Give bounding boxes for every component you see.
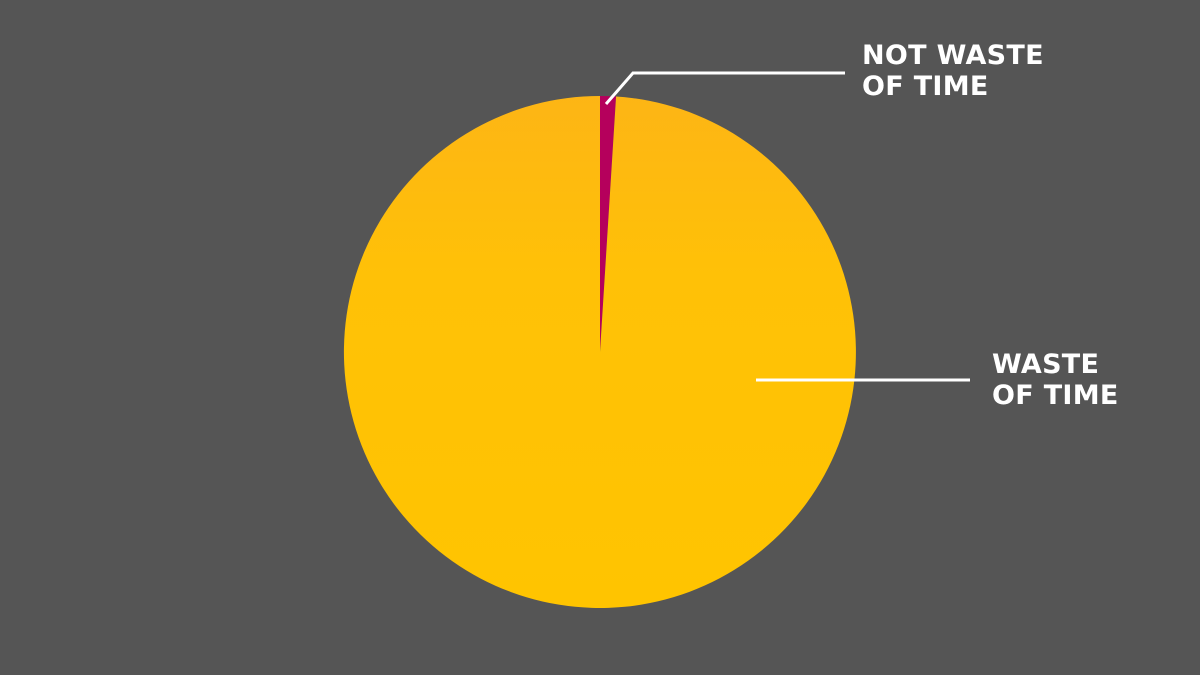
slice-label-waste-of-time: WASTE OF TIME (992, 349, 1119, 411)
label-text: OF TIME (992, 380, 1119, 411)
label-text: WASTE (992, 349, 1100, 380)
label-text: OF TIME (862, 71, 989, 102)
label-emphasis: NOT (862, 40, 927, 71)
label-text: WASTE (926, 40, 1044, 71)
pie-slice-waste-of-time (343, 95, 856, 608)
leader-line-not-waste-of-time (604, 71, 845, 105)
slice-label-not-waste-of-time: NOT WASTE OF TIME (862, 40, 1044, 102)
pie-slice-not-waste-of-time (600, 96, 617, 352)
